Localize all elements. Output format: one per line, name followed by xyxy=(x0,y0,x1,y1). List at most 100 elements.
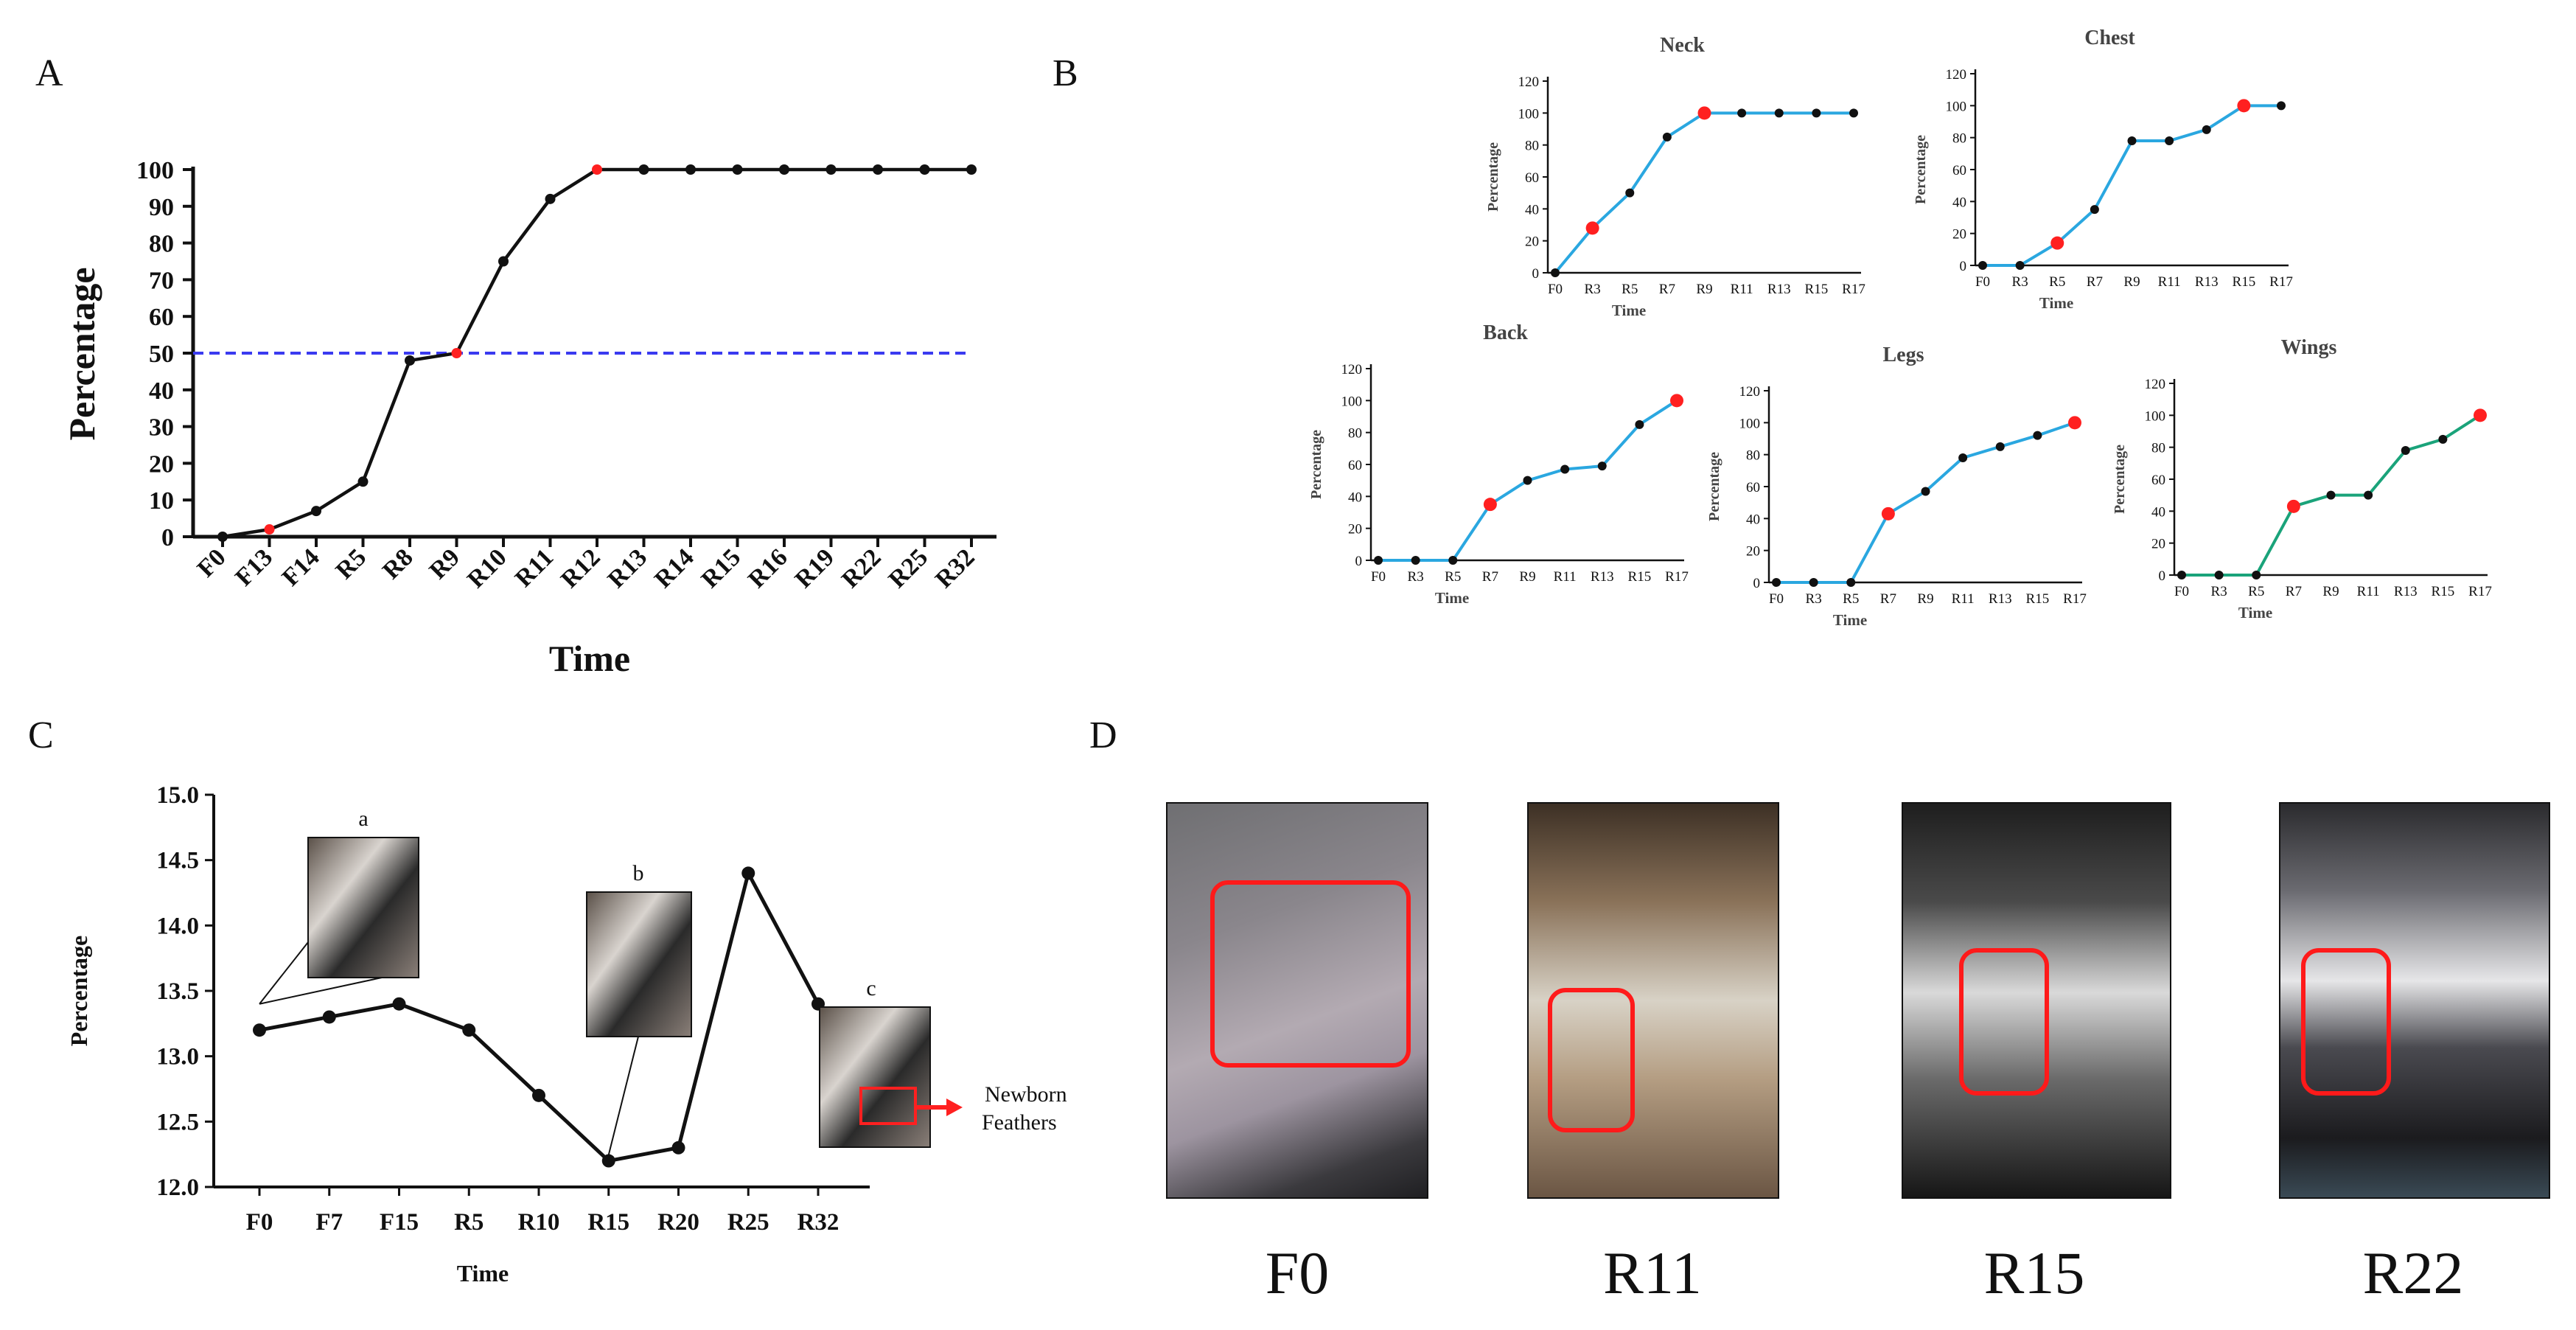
y-axis-title: Percentage xyxy=(1308,430,1324,499)
x-tick-label-a: F0 xyxy=(192,543,231,582)
x-tick-label: R3 xyxy=(1585,282,1601,297)
x-axis-title: Time xyxy=(1612,302,1646,319)
annotation-feathers: Feathers xyxy=(982,1110,1057,1135)
inset-label-c: c xyxy=(866,976,876,1000)
data-point-c xyxy=(462,1023,476,1037)
y-tick-label-c: 12.5 xyxy=(156,1109,199,1135)
y-tick-label-c: 13.0 xyxy=(156,1044,199,1070)
data-point xyxy=(1846,578,1856,587)
data-point-a xyxy=(638,164,649,175)
inset-photo-a xyxy=(307,837,419,978)
x-tick-label: R17 xyxy=(2468,584,2492,599)
x-tick-label: F0 xyxy=(2174,584,2189,599)
data-point xyxy=(2015,261,2025,270)
photo-label-r11: R11 xyxy=(1603,1239,1702,1306)
x-tick-label: R9 xyxy=(2123,274,2140,290)
y-tick-label: 40 xyxy=(1952,195,1966,210)
data-point-c xyxy=(671,1141,685,1155)
x-tick-label: R17 xyxy=(1842,282,1865,297)
y-tick-label: 20 xyxy=(1525,234,1539,250)
x-tick-label: R15 xyxy=(1628,569,1652,585)
y-tick-label: 60 xyxy=(1348,458,1362,473)
x-tick-label: R17 xyxy=(2269,274,2293,290)
y-tick-label: 80 xyxy=(1746,448,1760,464)
data-point-a xyxy=(498,256,509,267)
x-tick-label-c: R25 xyxy=(727,1209,769,1236)
x-tick-label: R15 xyxy=(2432,584,2455,599)
x-tick-label-a: R13 xyxy=(603,543,653,593)
chart-b-legs: Legs 0 20 40 60 80 100 120 F0 R3 R5 R7 R9 R11 R13 R15 R1… xyxy=(1706,344,2087,629)
x-tick-label: R5 xyxy=(1843,591,1859,607)
y-tick-label: 60 xyxy=(1952,163,1966,178)
data-point-a xyxy=(732,164,743,175)
x-tick-label-a: R5 xyxy=(331,543,372,585)
data-point-a xyxy=(966,164,977,175)
y-axis-title-a: Percentage xyxy=(61,267,102,440)
x-tick-label: R17 xyxy=(1665,569,1689,585)
data-point xyxy=(2090,205,2099,215)
x-tick-label-c: R32 xyxy=(797,1209,840,1236)
x-tick-label: R11 xyxy=(1731,282,1753,297)
x-tick-label: R5 xyxy=(2049,274,2065,290)
panel-label-b: B xyxy=(1053,52,1078,94)
photo-label-r15: R15 xyxy=(1983,1239,2085,1306)
x-tick-label: R7 xyxy=(1880,591,1896,607)
x-axis-title: Time xyxy=(1833,611,1867,629)
y-tick-label: 0 xyxy=(1753,576,1761,591)
y-tick-label-a: 40 xyxy=(149,377,174,405)
data-point xyxy=(1774,108,1784,118)
x-tick-label: R7 xyxy=(1482,569,1498,585)
inset-leader-a xyxy=(259,941,309,1005)
y-tick-label-a: 100 xyxy=(136,157,174,184)
data-point xyxy=(2364,490,2373,500)
data-point xyxy=(2033,431,2042,440)
x-tick-label-a: R12 xyxy=(556,543,606,593)
y-tick-label: 40 xyxy=(2151,504,2165,520)
data-point xyxy=(2165,136,2174,145)
y-tick-label-a: 90 xyxy=(149,194,174,221)
x-tick-label: R15 xyxy=(2233,274,2256,290)
y-tick-label: 60 xyxy=(1525,170,1539,186)
y-tick-label: 80 xyxy=(1348,426,1362,442)
data-point-a xyxy=(264,524,275,535)
series-line xyxy=(1776,421,2076,584)
x-tick-label: R3 xyxy=(1408,569,1424,585)
inset-photo-c xyxy=(819,1006,931,1148)
data-point xyxy=(2438,434,2448,444)
data-point xyxy=(1737,108,1747,118)
y-tick-label: 100 xyxy=(1341,394,1363,409)
data-point xyxy=(2050,236,2064,250)
data-point xyxy=(2474,408,2487,422)
series-line xyxy=(1983,104,2281,267)
x-tick-label: R3 xyxy=(2211,584,2227,599)
highlight-box-r15 xyxy=(1959,948,2049,1096)
x-tick-label: R11 xyxy=(2158,274,2181,290)
x-tick-label: R7 xyxy=(2087,274,2103,290)
data-point xyxy=(1635,419,1644,429)
y-tick-label-c: 12.0 xyxy=(156,1174,199,1201)
data-point-c xyxy=(392,997,406,1011)
y-tick-label: 80 xyxy=(1525,139,1539,154)
y-tick-label-a: 0 xyxy=(161,524,174,551)
x-tick-label-a: R9 xyxy=(425,543,466,585)
inset-c-highlight xyxy=(859,1087,917,1125)
data-point xyxy=(2286,499,2300,513)
x-tick-label-c: R5 xyxy=(454,1209,484,1236)
y-tick-label: 120 xyxy=(1518,74,1540,90)
chart-b-back: Back 0 20 40 60 80 100 120 F0 R3 R5 R7 R9 R11 R13 R15 R1… xyxy=(1308,321,1689,607)
y-tick-label-c: 14.0 xyxy=(156,913,199,939)
y-tick-label-a: 10 xyxy=(149,487,174,515)
data-point-a xyxy=(592,164,602,175)
y-tick-label-a: 60 xyxy=(149,304,174,331)
data-point xyxy=(2177,571,2186,579)
data-point-c xyxy=(741,866,755,880)
y-tick-label-a: 20 xyxy=(149,450,174,478)
series-line xyxy=(1554,111,1854,274)
data-point xyxy=(1448,556,1458,565)
chart-title: Chest xyxy=(2084,27,2135,49)
x-tick-label: R13 xyxy=(1767,282,1791,297)
x-tick-label-a: R16 xyxy=(743,543,793,593)
chart-b-chest: Chest 0 20 40 60 80 100 120 F0 R3 R5 R7 R9 R11 R13 R15 R… xyxy=(1913,27,2293,312)
chart-c: 12.0 12.5 13.0 13.5 14.0 14.5 15.0 F0 F7 F15 R5 R10… xyxy=(66,782,1067,1287)
data-point xyxy=(2401,446,2410,455)
